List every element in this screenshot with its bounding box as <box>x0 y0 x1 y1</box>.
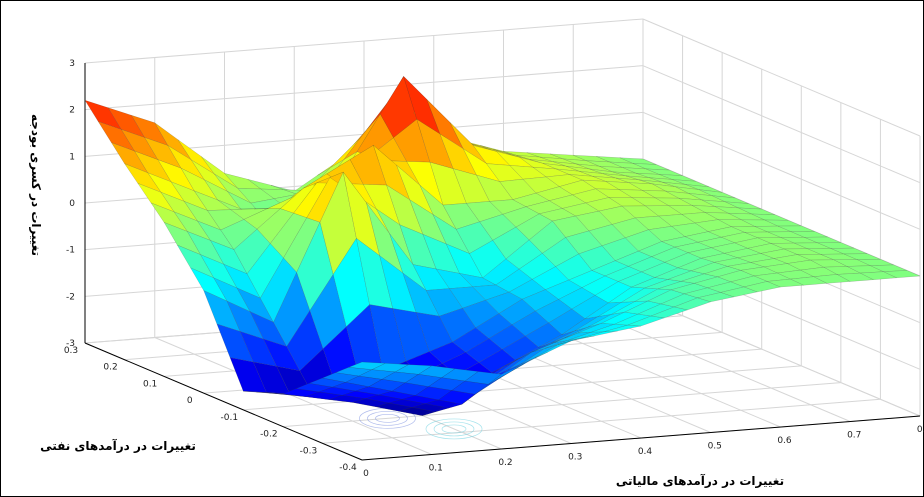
y-tick-label: 0.2 <box>103 363 117 373</box>
y-tick-label: -0.3 <box>300 446 318 456</box>
x-tick-label: 0.2 <box>498 458 512 468</box>
grid-line <box>243 365 802 411</box>
grid-line <box>642 298 921 417</box>
x-tick-label: 0.1 <box>429 464 443 474</box>
contour-ring <box>375 413 400 423</box>
grid-line <box>84 65 644 111</box>
z-tick-label: -1 <box>66 246 75 256</box>
y-axis-label: تغییرات در درآمدهای نفتی <box>40 438 196 453</box>
x-tick-label: 0.6 <box>777 436 792 446</box>
x-tick-label: 0 <box>363 469 369 479</box>
grid-line <box>642 18 921 137</box>
x-axis-label: تغییرات در درآمدهای مالیاتی <box>616 473 784 488</box>
grid-line <box>642 111 921 230</box>
x-tick-label: 0.5 <box>708 442 722 452</box>
grid-line <box>84 18 644 64</box>
z-tick-label: 3 <box>69 59 75 69</box>
y-tick-label: -0.2 <box>260 430 278 440</box>
contour-ring <box>433 421 475 437</box>
y-tick-label: 0.3 <box>64 346 78 356</box>
x-tick-label: 0.4 <box>638 447 653 457</box>
y-tick-label: 0 <box>187 396 193 406</box>
grid-line <box>154 337 432 455</box>
y-tick-label: -0.4 <box>339 463 357 473</box>
z-tick-label: 1 <box>69 152 75 162</box>
grid-line <box>322 398 881 444</box>
axis-line <box>84 342 363 461</box>
x-tick-label: 0.8 <box>917 425 924 435</box>
z-axis-label: تغییرات در کسری بودجه <box>28 114 43 256</box>
x-tick-label: 0.7 <box>847 431 861 441</box>
contour-ring <box>367 410 408 426</box>
z-tick-label: -3 <box>66 339 75 349</box>
z-tick-label: -2 <box>66 292 75 302</box>
axis-line <box>361 415 921 461</box>
y-tick-label: 0.1 <box>143 379 157 389</box>
surface-patch <box>883 270 921 278</box>
z-tick-label: 2 <box>69 106 75 116</box>
surface-mesh <box>84 76 921 416</box>
grid-line <box>642 65 921 184</box>
tick-labels: 0 0.1 0.2 0.3 0.4 0.5 0.6 0.7 0.8 0.3 0.2 0.1 0 -0.1 -… <box>64 59 924 479</box>
z-tick-label: 0 <box>69 199 75 209</box>
y-tick-label: -0.1 <box>221 413 239 423</box>
contour-ring <box>425 418 483 440</box>
x-tick-label: 0.3 <box>568 453 582 463</box>
contour-ring <box>441 424 467 434</box>
